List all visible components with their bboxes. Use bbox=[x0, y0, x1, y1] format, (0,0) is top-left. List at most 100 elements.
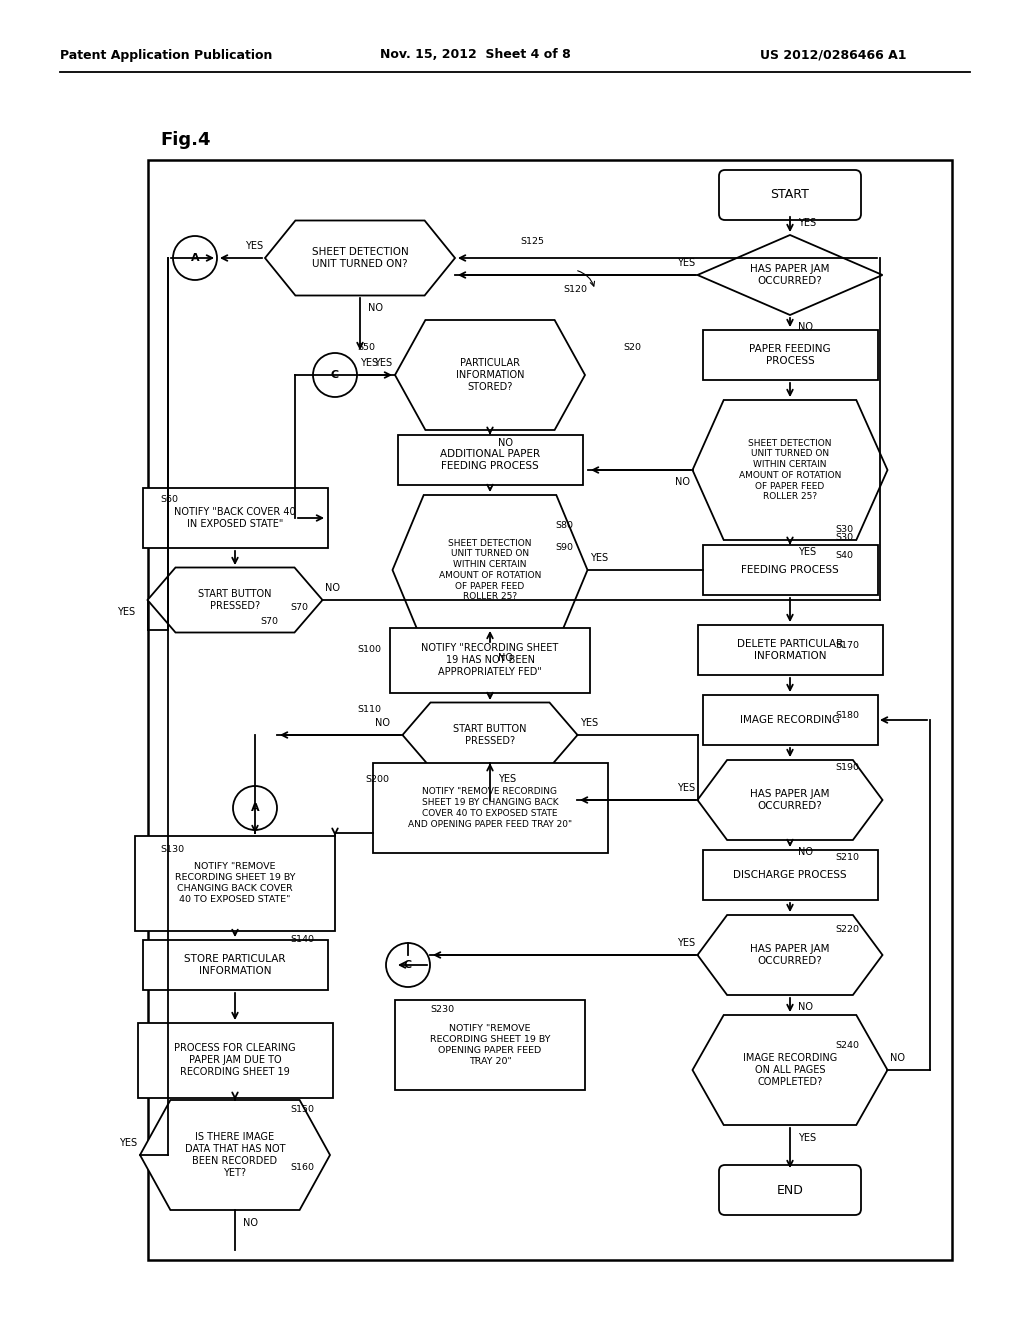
Text: PAPER FEEDING
PROCESS: PAPER FEEDING PROCESS bbox=[750, 345, 830, 366]
Text: START BUTTON
PRESSED?: START BUTTON PRESSED? bbox=[454, 723, 526, 746]
Text: Patent Application Publication: Patent Application Publication bbox=[60, 49, 272, 62]
Text: HAS PAPER JAM
OCCURRED?: HAS PAPER JAM OCCURRED? bbox=[751, 789, 829, 810]
Text: NOTIFY "REMOVE
RECORDING SHEET 19 BY
OPENING PAPER FEED
TRAY 20": NOTIFY "REMOVE RECORDING SHEET 19 BY OPE… bbox=[430, 1024, 550, 1065]
FancyBboxPatch shape bbox=[390, 627, 590, 693]
Circle shape bbox=[386, 942, 430, 987]
FancyBboxPatch shape bbox=[148, 160, 952, 1261]
Text: S50: S50 bbox=[357, 343, 375, 352]
Text: S140: S140 bbox=[290, 936, 314, 945]
Text: NOTIFY "RECORDING SHEET
19 HAS NOT BEEN
APPROPRIATELY FED": NOTIFY "RECORDING SHEET 19 HAS NOT BEEN … bbox=[421, 643, 559, 677]
Polygon shape bbox=[392, 495, 588, 645]
Circle shape bbox=[173, 236, 217, 280]
FancyBboxPatch shape bbox=[373, 763, 607, 853]
Text: DELETE PARTICULAR
INFORMATION: DELETE PARTICULAR INFORMATION bbox=[737, 639, 843, 661]
Text: YES: YES bbox=[498, 774, 516, 784]
Text: DISCHARGE PROCESS: DISCHARGE PROCESS bbox=[733, 870, 847, 880]
Text: YES: YES bbox=[374, 358, 392, 368]
Polygon shape bbox=[265, 220, 455, 296]
FancyBboxPatch shape bbox=[702, 696, 878, 744]
Text: NO: NO bbox=[368, 304, 383, 313]
Text: HAS PAPER JAM
OCCURRED?: HAS PAPER JAM OCCURRED? bbox=[751, 264, 829, 286]
Polygon shape bbox=[697, 760, 883, 840]
FancyBboxPatch shape bbox=[397, 436, 583, 484]
Polygon shape bbox=[692, 1015, 888, 1125]
Text: NOTIFY "REMOVE RECORDING
SHEET 19 BY CHANGING BACK
COVER 40 TO EXPOSED STATE
AND: NOTIFY "REMOVE RECORDING SHEET 19 BY CHA… bbox=[408, 787, 572, 829]
Text: Fig.4: Fig.4 bbox=[160, 131, 211, 149]
Circle shape bbox=[233, 785, 278, 830]
Text: END: END bbox=[776, 1184, 804, 1196]
FancyBboxPatch shape bbox=[702, 330, 878, 380]
Text: SHEET DETECTION
UNIT TURNED ON
WITHIN CERTAIN
AMOUNT OF ROTATION
OF PAPER FEED
R: SHEET DETECTION UNIT TURNED ON WITHIN CE… bbox=[439, 539, 542, 602]
FancyBboxPatch shape bbox=[137, 1023, 333, 1097]
Polygon shape bbox=[147, 568, 323, 632]
Text: S200: S200 bbox=[365, 776, 389, 784]
Text: YES: YES bbox=[360, 358, 378, 368]
Text: YES: YES bbox=[798, 218, 816, 228]
Text: S230: S230 bbox=[430, 1006, 454, 1015]
FancyBboxPatch shape bbox=[395, 1001, 585, 1090]
Text: YES: YES bbox=[590, 553, 608, 564]
Text: S210: S210 bbox=[835, 854, 859, 862]
FancyBboxPatch shape bbox=[697, 624, 883, 675]
Text: FEEDING PROCESS: FEEDING PROCESS bbox=[741, 565, 839, 576]
FancyBboxPatch shape bbox=[142, 940, 328, 990]
Text: NOTIFY "REMOVE
RECORDING SHEET 19 BY
CHANGING BACK COVER
40 TO EXPOSED STATE": NOTIFY "REMOVE RECORDING SHEET 19 BY CHA… bbox=[175, 862, 295, 904]
Text: S110: S110 bbox=[357, 705, 381, 714]
Text: NO: NO bbox=[890, 1053, 905, 1063]
Polygon shape bbox=[395, 319, 585, 430]
Text: YES: YES bbox=[245, 242, 263, 251]
Text: S100: S100 bbox=[357, 645, 381, 655]
Text: YES: YES bbox=[117, 607, 135, 616]
Text: S30: S30 bbox=[835, 532, 853, 541]
Polygon shape bbox=[697, 915, 883, 995]
Text: YES: YES bbox=[677, 257, 695, 268]
Text: NOTIFY "BACK COVER 40
IN EXPOSED STATE": NOTIFY "BACK COVER 40 IN EXPOSED STATE" bbox=[174, 507, 296, 529]
Text: S240: S240 bbox=[835, 1040, 859, 1049]
Text: IMAGE RECORDING
ON ALL PAGES
COMPLETED?: IMAGE RECORDING ON ALL PAGES COMPLETED? bbox=[742, 1053, 838, 1086]
Text: S90: S90 bbox=[555, 544, 573, 553]
Text: YES: YES bbox=[798, 1133, 816, 1143]
Text: YES: YES bbox=[677, 783, 695, 793]
Text: NO: NO bbox=[675, 477, 690, 487]
Text: S170: S170 bbox=[835, 640, 859, 649]
Text: SHEET DETECTION
UNIT TURNED ON
WITHIN CERTAIN
AMOUNT OF ROTATION
OF PAPER FEED
R: SHEET DETECTION UNIT TURNED ON WITHIN CE… bbox=[738, 438, 841, 502]
Text: S40: S40 bbox=[835, 550, 853, 560]
Text: NO: NO bbox=[498, 438, 513, 447]
FancyBboxPatch shape bbox=[702, 850, 878, 900]
Text: ADDITIONAL PAPER
FEEDING PROCESS: ADDITIONAL PAPER FEEDING PROCESS bbox=[440, 449, 540, 471]
FancyBboxPatch shape bbox=[719, 1166, 861, 1214]
Text: S150: S150 bbox=[290, 1106, 314, 1114]
Polygon shape bbox=[697, 235, 883, 315]
Text: YES: YES bbox=[677, 939, 695, 948]
Polygon shape bbox=[402, 702, 578, 767]
Text: S180: S180 bbox=[835, 710, 859, 719]
Text: A: A bbox=[251, 803, 259, 813]
Text: S30: S30 bbox=[835, 525, 853, 535]
Text: YES: YES bbox=[580, 718, 598, 729]
Text: S80: S80 bbox=[555, 520, 573, 529]
Text: PROCESS FOR CLEARING
PAPER JAM DUE TO
RECORDING SHEET 19: PROCESS FOR CLEARING PAPER JAM DUE TO RE… bbox=[174, 1043, 296, 1077]
Text: A: A bbox=[190, 253, 200, 263]
Text: Nov. 15, 2012  Sheet 4 of 8: Nov. 15, 2012 Sheet 4 of 8 bbox=[380, 49, 570, 62]
Text: C: C bbox=[403, 960, 412, 970]
Text: NO: NO bbox=[798, 1002, 813, 1012]
Text: S190: S190 bbox=[835, 763, 859, 772]
Text: S120: S120 bbox=[563, 285, 587, 294]
Text: START: START bbox=[771, 189, 809, 202]
Text: C: C bbox=[331, 370, 339, 380]
Text: START BUTTON
PRESSED?: START BUTTON PRESSED? bbox=[199, 589, 271, 611]
Text: YES: YES bbox=[798, 546, 816, 557]
Text: S70: S70 bbox=[260, 618, 278, 627]
Text: NO: NO bbox=[798, 322, 813, 333]
Text: IS THERE IMAGE
DATA THAT HAS NOT
BEEN RECORDED
YET?: IS THERE IMAGE DATA THAT HAS NOT BEEN RE… bbox=[184, 1133, 286, 1177]
Polygon shape bbox=[692, 400, 888, 540]
Text: YES: YES bbox=[119, 1138, 137, 1148]
Text: US 2012/0286466 A1: US 2012/0286466 A1 bbox=[760, 49, 906, 62]
Text: NO: NO bbox=[498, 653, 513, 663]
Text: NO: NO bbox=[325, 583, 340, 593]
Text: S70: S70 bbox=[290, 603, 308, 612]
Text: IMAGE RECORDING: IMAGE RECORDING bbox=[740, 715, 840, 725]
Text: NO: NO bbox=[375, 718, 390, 729]
FancyBboxPatch shape bbox=[142, 488, 328, 548]
Text: S130: S130 bbox=[160, 846, 184, 854]
